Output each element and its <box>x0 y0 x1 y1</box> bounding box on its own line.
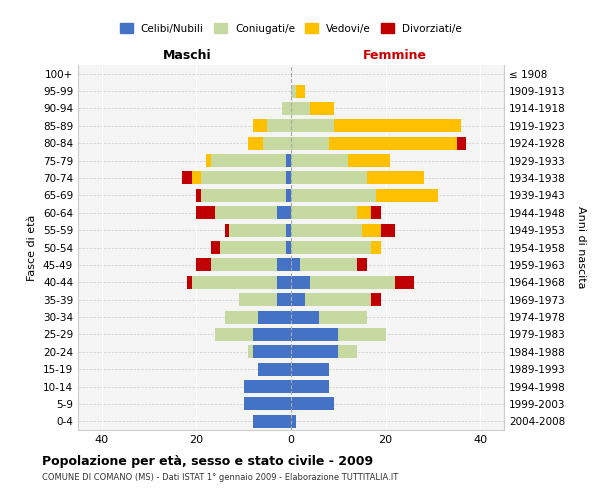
Bar <box>281 102 291 115</box>
Bar <box>371 293 381 306</box>
Bar <box>381 224 395 236</box>
Bar <box>348 154 391 167</box>
Text: Femmine: Femmine <box>363 48 427 62</box>
Bar <box>457 136 466 149</box>
Bar <box>211 258 277 272</box>
Bar <box>329 136 457 149</box>
Y-axis label: Fasce di età: Fasce di età <box>28 214 37 280</box>
Legend: Celibi/Nubili, Coniugati/e, Vedovi/e, Divorziati/e: Celibi/Nubili, Coniugati/e, Vedovi/e, Di… <box>116 19 466 38</box>
Bar <box>286 224 291 236</box>
Bar <box>201 172 286 184</box>
Bar <box>291 84 296 98</box>
Bar <box>277 276 291 289</box>
Bar <box>244 398 291 410</box>
Bar <box>286 172 291 184</box>
Bar <box>357 206 371 220</box>
Bar <box>286 241 291 254</box>
Text: Maschi: Maschi <box>163 48 211 62</box>
Bar <box>286 189 291 202</box>
Bar <box>182 172 191 184</box>
Bar <box>338 346 357 358</box>
Bar <box>296 84 305 98</box>
Bar <box>291 362 329 376</box>
Bar <box>196 206 215 220</box>
Bar <box>291 189 376 202</box>
Bar <box>305 293 371 306</box>
Bar <box>248 136 263 149</box>
Bar <box>291 310 319 324</box>
Bar <box>310 276 395 289</box>
Bar <box>291 328 338 341</box>
Bar <box>191 276 277 289</box>
Bar <box>206 154 211 167</box>
Text: COMUNE DI COMANO (MS) - Dati ISTAT 1° gennaio 2009 - Elaborazione TUTTITALIA.IT: COMUNE DI COMANO (MS) - Dati ISTAT 1° ge… <box>42 472 398 482</box>
Bar <box>211 154 286 167</box>
Bar <box>291 136 329 149</box>
Bar <box>286 154 291 167</box>
Bar <box>291 154 348 167</box>
Bar <box>253 120 268 132</box>
Bar <box>191 172 201 184</box>
Bar <box>196 258 211 272</box>
Bar <box>291 276 310 289</box>
Bar <box>371 241 381 254</box>
Bar <box>291 293 305 306</box>
Bar <box>277 293 291 306</box>
Bar <box>263 136 291 149</box>
Bar <box>268 120 291 132</box>
Bar <box>291 102 310 115</box>
Bar <box>244 380 291 393</box>
Bar <box>291 258 301 272</box>
Bar <box>291 120 334 132</box>
Bar <box>334 120 461 132</box>
Bar <box>258 362 291 376</box>
Bar <box>215 328 253 341</box>
Bar <box>277 258 291 272</box>
Bar <box>187 276 191 289</box>
Y-axis label: Anni di nascita: Anni di nascita <box>577 206 586 289</box>
Bar <box>310 102 334 115</box>
Text: Popolazione per età, sesso e stato civile - 2009: Popolazione per età, sesso e stato civil… <box>42 455 373 468</box>
Bar <box>225 224 229 236</box>
Bar <box>301 258 357 272</box>
Bar <box>291 241 371 254</box>
Bar <box>253 346 291 358</box>
Bar <box>220 241 286 254</box>
Bar <box>258 310 291 324</box>
Bar <box>253 415 291 428</box>
Bar <box>211 241 220 254</box>
Bar <box>253 328 291 341</box>
Bar <box>215 206 277 220</box>
Bar <box>338 328 386 341</box>
Bar <box>319 310 367 324</box>
Bar <box>291 172 367 184</box>
Bar <box>376 189 438 202</box>
Bar <box>201 189 286 202</box>
Bar <box>229 224 286 236</box>
Bar <box>277 206 291 220</box>
Bar <box>291 415 296 428</box>
Bar <box>225 310 258 324</box>
Bar <box>248 346 253 358</box>
Bar <box>196 189 201 202</box>
Bar <box>371 206 381 220</box>
Bar <box>367 172 424 184</box>
Bar <box>291 398 334 410</box>
Bar <box>291 380 329 393</box>
Bar <box>239 293 277 306</box>
Bar <box>291 206 357 220</box>
Bar <box>395 276 414 289</box>
Bar <box>291 224 362 236</box>
Bar <box>291 346 338 358</box>
Bar <box>362 224 381 236</box>
Bar <box>357 258 367 272</box>
